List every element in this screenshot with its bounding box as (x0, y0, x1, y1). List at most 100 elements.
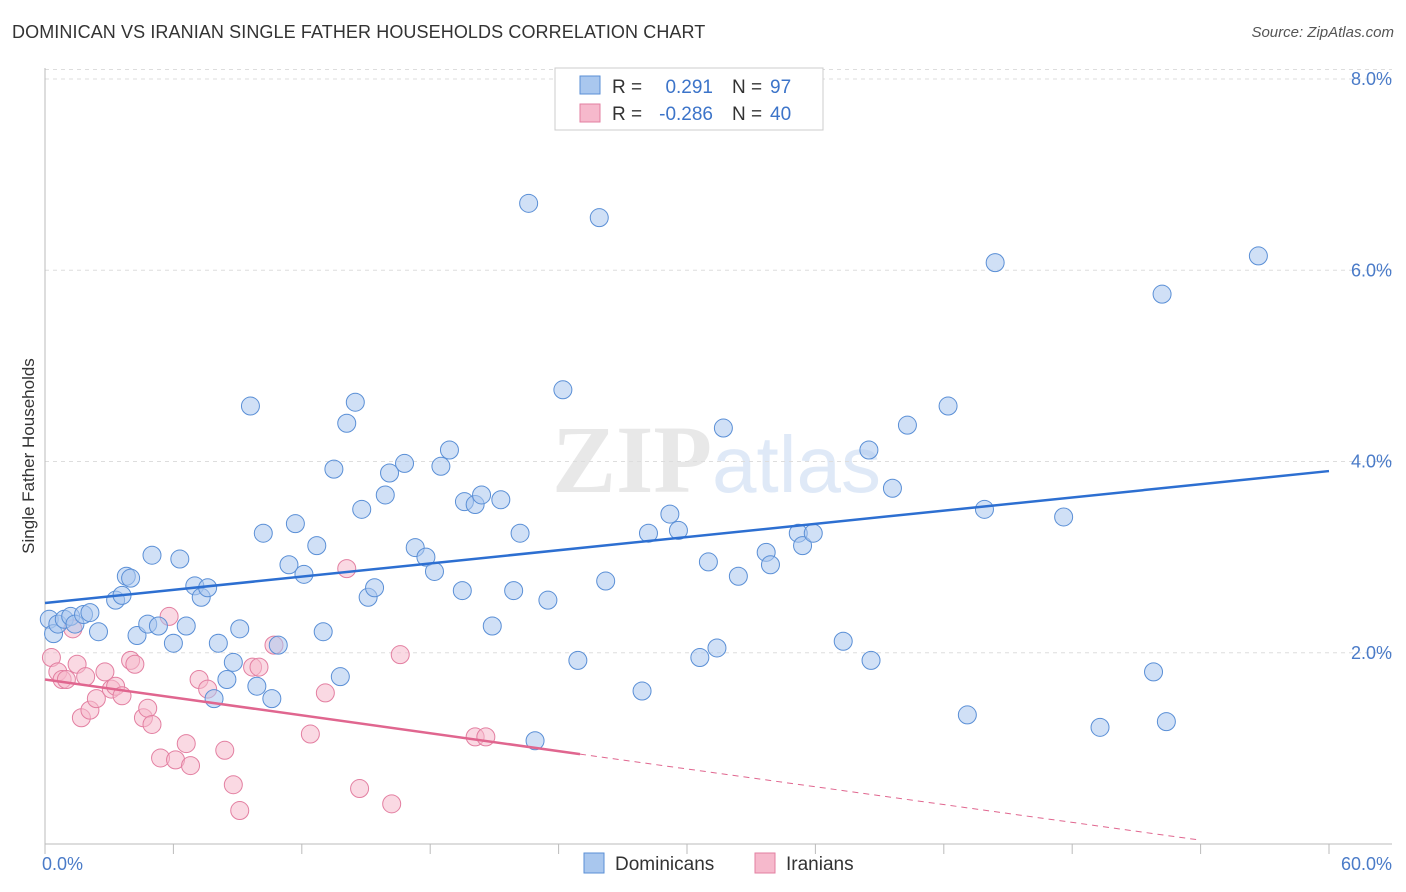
legend-n-value-iranians: 40 (770, 104, 791, 125)
dominicans-point-8 (89, 622, 108, 642)
dominicans-point-89 (974, 499, 994, 519)
iranians-point-32 (300, 724, 320, 744)
y-axis-title: Single Father Households (19, 358, 38, 554)
iranians-point-22 (176, 734, 196, 754)
dominicans-point-68 (632, 681, 652, 701)
dominicans-point-7 (80, 603, 100, 623)
dominicans-point-91 (1054, 507, 1074, 527)
dominicans-point-34 (285, 514, 305, 534)
dominicans-point-29 (247, 676, 267, 696)
y-tick-labels: 2.0% 4.0% 6.0% 8.0% (1351, 69, 1392, 663)
y-tick-label-1: 4.0% (1351, 452, 1392, 472)
dominicans-point-57 (482, 616, 502, 636)
dominicans-point-31 (262, 689, 282, 709)
dominicans-point-27 (230, 619, 250, 639)
dominicans-point-44 (365, 578, 385, 598)
dominicans-point-63 (538, 590, 558, 610)
iranians-point-17 (138, 698, 158, 718)
iranians-point-7 (76, 667, 96, 687)
series-legend-label-dominicans: Dominicans (615, 854, 714, 875)
dominicans-point-93 (1144, 662, 1164, 682)
legend-n-label-iranians: N = (732, 104, 762, 125)
legend-r-value-dominicans: 0.291 (665, 77, 713, 98)
dominicans-point-38 (324, 459, 344, 479)
x-tick-label-min: 0.0% (42, 854, 83, 874)
iranians-point-34 (337, 559, 357, 579)
dominicans-point-49 (416, 547, 436, 567)
legend-r-value-iranians: -0.286 (659, 104, 713, 125)
dominicans-point-53 (452, 581, 472, 601)
trend-lines (44, 469, 1330, 841)
iranians-point-27 (223, 775, 243, 795)
dominicans-point-83 (859, 440, 879, 460)
legend-swatch-iranians (579, 103, 601, 123)
y-tick-label-3: 8.0% (1351, 69, 1392, 89)
dominicans-point-85 (882, 478, 902, 498)
watermark-atlas: atlas (712, 420, 881, 509)
dominicans-point-73 (698, 552, 718, 572)
y-tick-label-2: 6.0% (1351, 260, 1392, 280)
chart-title: DOMINICAN VS IRANIAN SINGLE FATHER HOUSE… (12, 22, 706, 42)
iranians-point-3 (56, 670, 76, 690)
dominicans-point-51 (431, 456, 451, 476)
dominicans-point-42 (352, 499, 372, 519)
dominicans-point-92 (1090, 717, 1110, 737)
dominicans-point-75 (713, 418, 733, 438)
dominicans-point-39 (330, 667, 350, 687)
iranians-point-37 (390, 645, 410, 665)
source-credit: Source: ZipAtlas.com (1251, 24, 1394, 41)
series-legend-swatch-iranians (754, 852, 776, 874)
legend-r-label-dominicans: R = (612, 77, 642, 98)
iranians-point-39 (476, 727, 496, 747)
dominicans-point-16 (148, 616, 168, 636)
iranians-point-33 (315, 683, 335, 703)
legend-n-label-dominicans: N = (732, 77, 762, 98)
iranians-point-18 (142, 714, 162, 734)
dominicans-point-19 (176, 616, 196, 636)
dominicans-point-95 (1156, 712, 1176, 732)
dominicans-point-35 (294, 564, 314, 584)
dominicans-point-26 (223, 652, 243, 672)
dominicans-point-18 (170, 549, 190, 569)
dominicans-trend-line (44, 469, 1330, 605)
iranians-point-10 (95, 662, 115, 682)
dominicans-point-37 (313, 622, 333, 642)
dominicans-point-60 (510, 523, 530, 543)
dominicans-point-15 (142, 545, 162, 565)
dominicans-point-24 (208, 633, 228, 653)
legend-r-label-iranians: R = (612, 104, 642, 125)
dominicans-point-78 (760, 555, 780, 575)
x-tick-label-max: 60.0% (1341, 854, 1392, 874)
dominicans-point-12 (121, 568, 141, 588)
dominicans-point-74 (707, 638, 727, 658)
iranians-trend-extension (579, 753, 1201, 841)
series-legend-label-iranians: Iranians (786, 854, 854, 875)
dominicans-point-46 (380, 463, 400, 483)
iranians-point-15 (125, 654, 145, 674)
series-legend: Dominicans Iranians (583, 852, 854, 875)
legend-n-value-dominicans: 97 (770, 77, 791, 98)
dominicans-point-59 (504, 581, 524, 601)
dominicans-point-58 (491, 490, 511, 510)
dominicans-point-33 (279, 555, 299, 575)
y-tick-label-0: 2.0% (1351, 643, 1392, 663)
dominicans-point-71 (668, 520, 688, 540)
dominicans-point-41 (345, 392, 365, 412)
dominicans-point-52 (439, 440, 459, 460)
dominicans-point-64 (553, 380, 573, 400)
dominicans-point-86 (897, 415, 917, 435)
dominicans-point-61 (525, 731, 545, 751)
dominicans-point-36 (307, 536, 327, 556)
x-ticks (44, 844, 1330, 854)
dominicans-point-94 (1152, 284, 1172, 304)
dominicans-point-40 (337, 413, 357, 433)
dominicans-point-56 (472, 485, 492, 505)
dominicans-point-82 (833, 631, 853, 651)
series-legend-swatch-dominicans (583, 852, 605, 874)
dominicans-point-70 (660, 504, 680, 524)
dominicans-point-66 (589, 208, 609, 228)
grid (45, 68, 1392, 654)
dominicans-point-50 (424, 561, 444, 581)
iranians-point-35 (350, 779, 370, 799)
